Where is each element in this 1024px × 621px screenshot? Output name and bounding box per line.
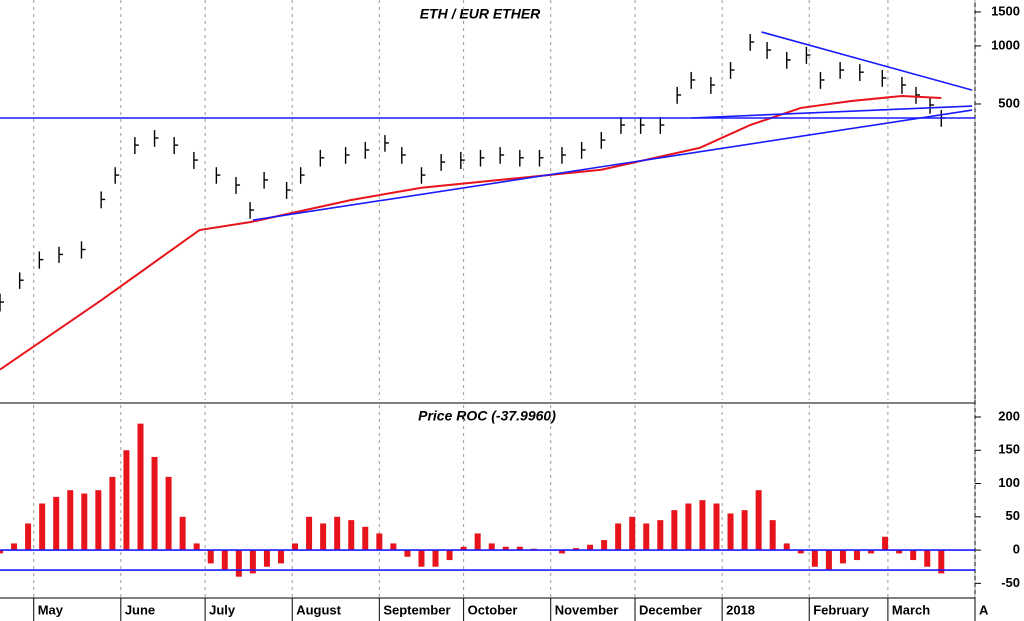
roc-bar bbox=[573, 548, 580, 551]
roc-bar bbox=[277, 550, 284, 564]
roc-bar bbox=[334, 516, 341, 551]
roc-bar bbox=[67, 490, 74, 551]
trend-line bbox=[691, 105, 973, 119]
roc-bar bbox=[643, 523, 650, 551]
roc-bar bbox=[446, 550, 453, 561]
roc-bar bbox=[657, 520, 664, 551]
roc-bar bbox=[193, 543, 200, 551]
roc-bar bbox=[432, 550, 439, 567]
y-tick-label: 1000 bbox=[991, 37, 1020, 52]
x-tick-label: June bbox=[125, 602, 155, 617]
x-tick-label: March bbox=[892, 602, 930, 617]
roc-bar bbox=[235, 550, 242, 577]
roc-bar bbox=[783, 543, 790, 551]
x-tick-label: 2018 bbox=[726, 602, 755, 617]
roc-bar bbox=[839, 550, 846, 564]
roc-bar bbox=[727, 513, 734, 551]
x-tick-label: October bbox=[468, 602, 518, 617]
roc-bar bbox=[306, 516, 313, 551]
x-tick-label: A bbox=[979, 602, 989, 617]
chart-title: ETH / EUR ETHER bbox=[420, 6, 541, 22]
x-tick-label: July bbox=[209, 602, 236, 617]
roc-bar bbox=[249, 550, 256, 574]
x-tick-label: August bbox=[296, 602, 341, 617]
roc-bar bbox=[685, 503, 692, 551]
roc-bar bbox=[882, 536, 889, 551]
y-tick-label: -50 bbox=[1001, 575, 1020, 590]
roc-bar bbox=[713, 503, 720, 551]
roc-bar bbox=[587, 544, 594, 551]
roc-bar bbox=[348, 520, 355, 551]
roc-bar bbox=[741, 510, 748, 551]
roc-bar bbox=[362, 526, 369, 551]
roc-bar bbox=[0, 550, 3, 554]
roc-bar bbox=[320, 523, 327, 551]
roc-bar bbox=[221, 550, 228, 571]
roc-bar bbox=[797, 550, 804, 554]
roc-bar bbox=[39, 503, 46, 551]
roc-bar bbox=[502, 546, 509, 551]
roc-bar bbox=[109, 476, 116, 551]
roc-bar bbox=[179, 516, 186, 551]
roc-bar bbox=[699, 500, 706, 551]
y-tick-label: 200 bbox=[998, 408, 1020, 423]
roc-bar bbox=[123, 450, 130, 551]
roc-bar bbox=[938, 550, 945, 574]
roc-bar bbox=[151, 456, 158, 551]
roc-bar bbox=[769, 520, 776, 551]
roc-bar bbox=[207, 550, 214, 564]
x-tick-label: February bbox=[813, 602, 869, 617]
roc-bar bbox=[755, 490, 762, 551]
roc-title: Price ROC (-37.9960) bbox=[418, 408, 556, 424]
roc-bar bbox=[11, 543, 18, 551]
roc-bar bbox=[671, 510, 678, 551]
roc-bar bbox=[924, 550, 931, 567]
y-tick-label: 100 bbox=[998, 475, 1020, 490]
roc-bar bbox=[418, 550, 425, 567]
roc-bar bbox=[81, 493, 88, 551]
x-tick-label: December bbox=[639, 602, 702, 617]
y-tick-label: 150 bbox=[998, 442, 1020, 457]
roc-bar bbox=[292, 543, 299, 551]
roc-bar bbox=[460, 546, 467, 551]
roc-bar bbox=[558, 550, 565, 554]
roc-bar bbox=[868, 550, 875, 554]
roc-bar bbox=[910, 550, 917, 561]
roc-bar bbox=[25, 523, 32, 551]
roc-bar bbox=[629, 516, 636, 551]
roc-bar bbox=[474, 533, 481, 551]
roc-bar bbox=[95, 490, 102, 551]
roc-bar bbox=[137, 423, 144, 551]
y-tick-label: 0 bbox=[1013, 542, 1020, 557]
x-tick-label: September bbox=[383, 602, 450, 617]
roc-bar bbox=[825, 550, 832, 571]
roc-bar bbox=[404, 550, 411, 557]
roc-bar bbox=[390, 543, 397, 551]
y-tick-label: 50 bbox=[1006, 508, 1020, 523]
y-tick-label: 500 bbox=[998, 95, 1020, 110]
roc-bar bbox=[488, 543, 495, 551]
roc-bar bbox=[601, 540, 608, 551]
y-tick-label: 1500 bbox=[991, 3, 1020, 18]
roc-bar bbox=[165, 476, 172, 551]
roc-bar bbox=[853, 550, 860, 561]
roc-bar bbox=[615, 523, 622, 551]
roc-bar bbox=[811, 550, 818, 567]
trend-line bbox=[252, 109, 973, 221]
x-tick-label: May bbox=[38, 602, 64, 617]
trend-line bbox=[761, 31, 973, 91]
x-tick-label: November bbox=[555, 602, 619, 617]
roc-bar bbox=[516, 546, 523, 551]
roc-bar bbox=[376, 533, 383, 551]
roc-bar bbox=[53, 496, 60, 551]
roc-bar bbox=[896, 550, 903, 554]
roc-bar bbox=[263, 550, 270, 567]
